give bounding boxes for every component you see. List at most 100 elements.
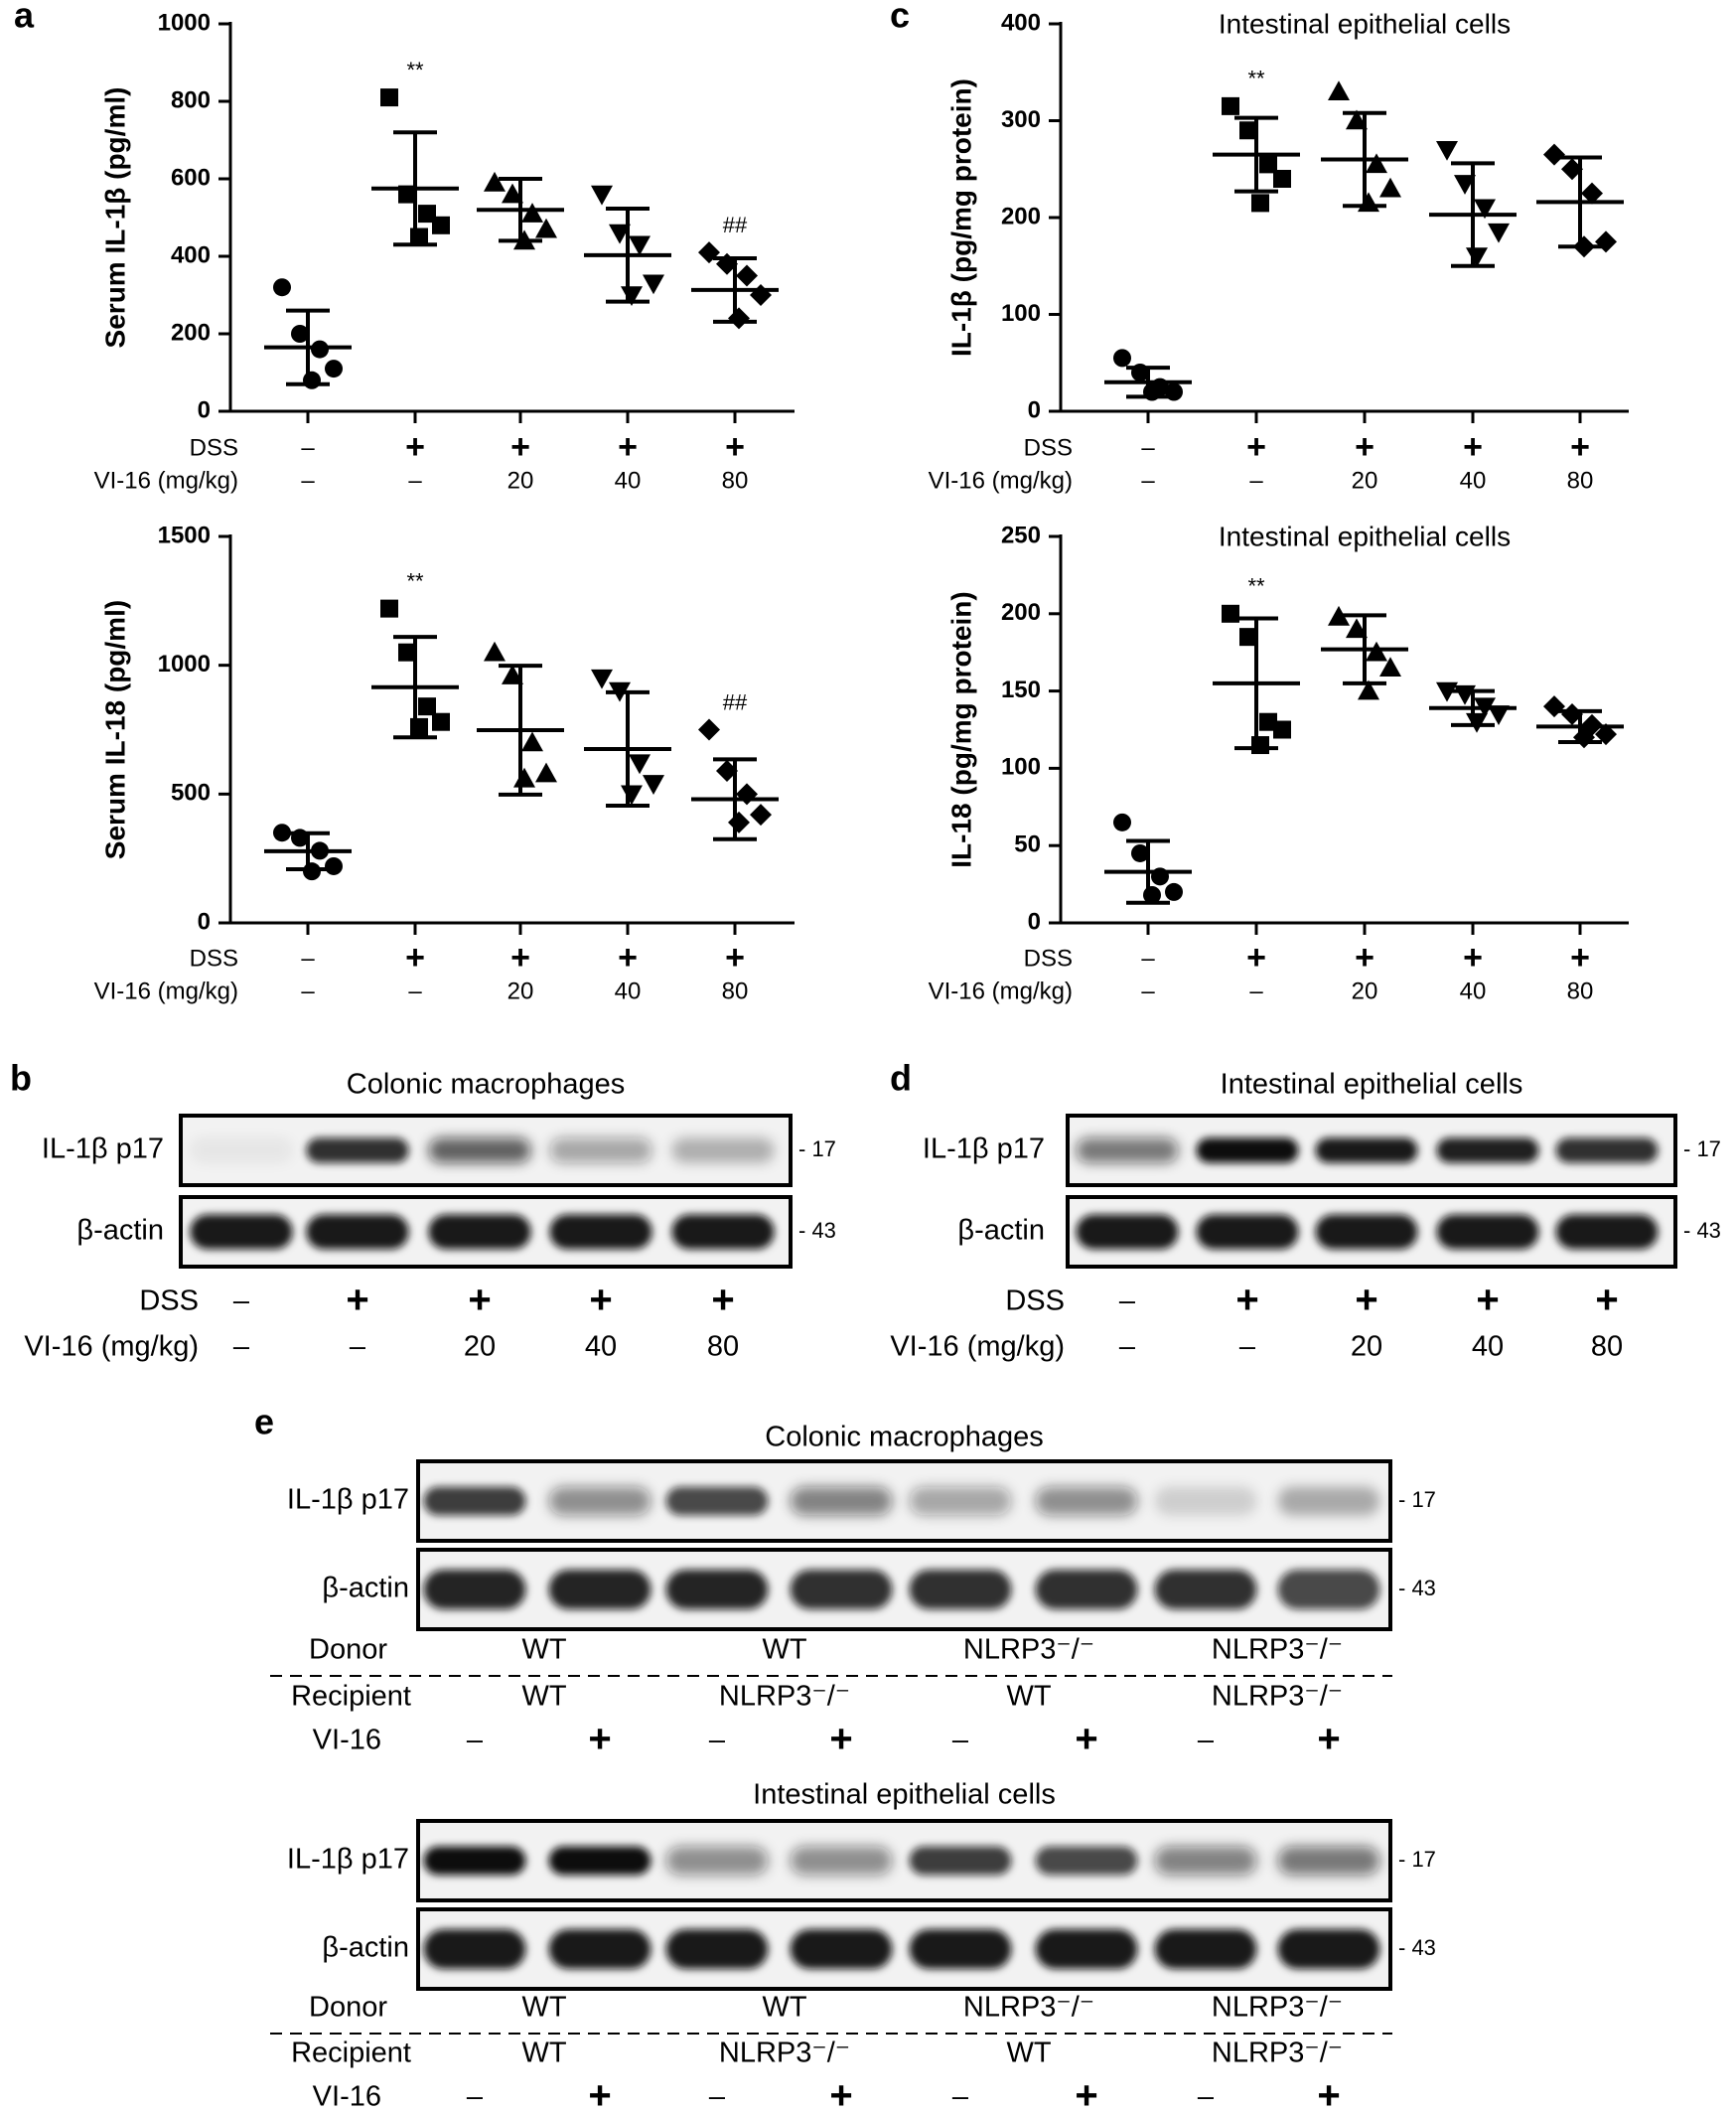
data-point: [1466, 712, 1488, 733]
y-tick-label: 250: [1001, 522, 1041, 548]
blot-title: Intestinal epithelial cells: [753, 1779, 1056, 1811]
data-point: [629, 754, 651, 775]
y-tick-label: 0: [198, 396, 211, 423]
y-tick-label: 600: [171, 164, 211, 191]
data-point: [502, 665, 523, 684]
data-point: [432, 216, 450, 234]
condition-label: DSS: [1005, 1285, 1065, 1317]
condition-label: VI-16 (mg/kg): [890, 1331, 1065, 1363]
band: [1154, 1486, 1257, 1516]
data-point: [484, 641, 506, 662]
molecular-weight: - 17: [798, 1136, 836, 1161]
blot-row-label: IL-1β p17: [42, 1133, 164, 1165]
condition-label: VI-16 (mg/kg): [929, 467, 1073, 494]
y-tick-label: 200: [1001, 599, 1041, 626]
y-axis-label: Serum IL-18 (pg/ml): [99, 600, 130, 859]
band: [665, 1570, 769, 1609]
band: [428, 1137, 531, 1163]
band: [548, 1486, 651, 1516]
chart-title: Intestinal epithelial cells: [1219, 521, 1511, 551]
data-point: [643, 775, 664, 795]
recipient-value: NLRP3⁻/⁻: [1212, 2038, 1343, 2069]
data-point: [591, 669, 613, 689]
y-tick-label: 150: [1001, 677, 1041, 703]
condition-label: DSS: [1024, 945, 1073, 972]
data-point: [736, 264, 758, 287]
band: [790, 1929, 893, 1969]
treatment-value: +: [588, 2074, 611, 2113]
data-point: [609, 224, 631, 244]
blot-title: Intestinal epithelial cells: [1221, 1069, 1523, 1101]
blot-row-label: β-actin: [322, 1573, 409, 1604]
recipient-label: Recipient: [291, 1681, 411, 1713]
treatment-value: +: [829, 2074, 852, 2113]
molecular-weight: - 43: [1683, 1218, 1721, 1243]
donor-value: NLRP3⁻/⁻: [963, 1634, 1094, 1666]
treatment-value: –: [709, 2081, 726, 2113]
molecular-weight: - 17: [1683, 1136, 1721, 1161]
data-point: [502, 183, 523, 204]
data-point: [273, 278, 291, 297]
data-point: [1474, 199, 1496, 220]
blot-e-2: Intestinal epithelial cells IL-1β p17 - 17…: [270, 1779, 1436, 2113]
group-4: [1429, 140, 1517, 268]
condition-value: 80: [707, 1331, 739, 1363]
group-1: [1104, 349, 1192, 401]
condition-value: +: [725, 428, 745, 466]
condition-value: +: [711, 1279, 734, 1322]
band: [190, 1214, 293, 1250]
recipient-value: WT: [521, 1681, 566, 1713]
condition-value: –: [1119, 1285, 1136, 1317]
y-tick-label: 800: [171, 86, 211, 113]
condition-value: 20: [507, 467, 534, 494]
band: [1154, 1570, 1257, 1609]
condition-value: +: [468, 1279, 491, 1322]
condition-value: –: [1141, 467, 1155, 494]
data-point: [1379, 657, 1401, 678]
panel-letter-b: b: [10, 1058, 32, 1099]
data-point: [716, 759, 738, 782]
data-point: [1222, 96, 1239, 115]
condition-value: –: [1141, 978, 1155, 1004]
y-axis-label: IL-1β (pg/mg protein): [945, 78, 976, 357]
donor-value: NLRP3⁻/⁻: [963, 1992, 1094, 2024]
data-point: [325, 856, 343, 875]
blot-title: Colonic macrophages: [347, 1069, 625, 1101]
blot-d: Intestinal epithelial cells IL-1β p17 - 17…: [890, 1069, 1721, 1363]
molecular-weight: - 17: [1398, 1487, 1436, 1512]
group-4: [1429, 681, 1517, 733]
data-point: [1239, 628, 1257, 647]
recipient-value: WT: [1006, 2038, 1051, 2069]
treatment-value: –: [1198, 1725, 1215, 1756]
data-point: [629, 235, 651, 256]
condition-value: 40: [1460, 978, 1487, 1004]
condition-value: –: [301, 945, 315, 972]
condition-value: –: [1119, 1331, 1136, 1363]
band: [423, 1929, 526, 1969]
data-point: [521, 203, 543, 223]
group-3: [477, 641, 564, 797]
data-point: [1561, 702, 1583, 725]
band: [1196, 1137, 1299, 1163]
significance-marker: **: [1247, 574, 1265, 599]
condition-value: 40: [585, 1331, 617, 1363]
treatment-value: –: [467, 2081, 484, 2113]
band: [790, 1486, 893, 1516]
condition-value: +: [1246, 939, 1266, 977]
treatment-value: +: [588, 1718, 611, 1761]
band: [1035, 1486, 1138, 1516]
y-tick-label: 200: [171, 319, 211, 346]
donor-value: WT: [762, 1992, 806, 2024]
blot-row-label: β-actin: [76, 1215, 164, 1247]
molecular-weight: - 43: [1398, 1576, 1436, 1600]
recipient-value: NLRP3⁻/⁻: [719, 2038, 850, 2069]
condition-value: 20: [1351, 1331, 1382, 1363]
group-1: [1104, 813, 1192, 905]
group-5: [1536, 143, 1624, 258]
treatment-label: VI-16: [313, 2081, 381, 2113]
significance-marker: **: [406, 568, 424, 593]
data-point: [1543, 143, 1565, 166]
panel-letter-a: a: [14, 0, 35, 36]
band: [909, 1570, 1012, 1609]
blot-e-1: Colonic macrophages IL-1β p17 - 17 β-actin -…: [270, 1422, 1436, 1761]
